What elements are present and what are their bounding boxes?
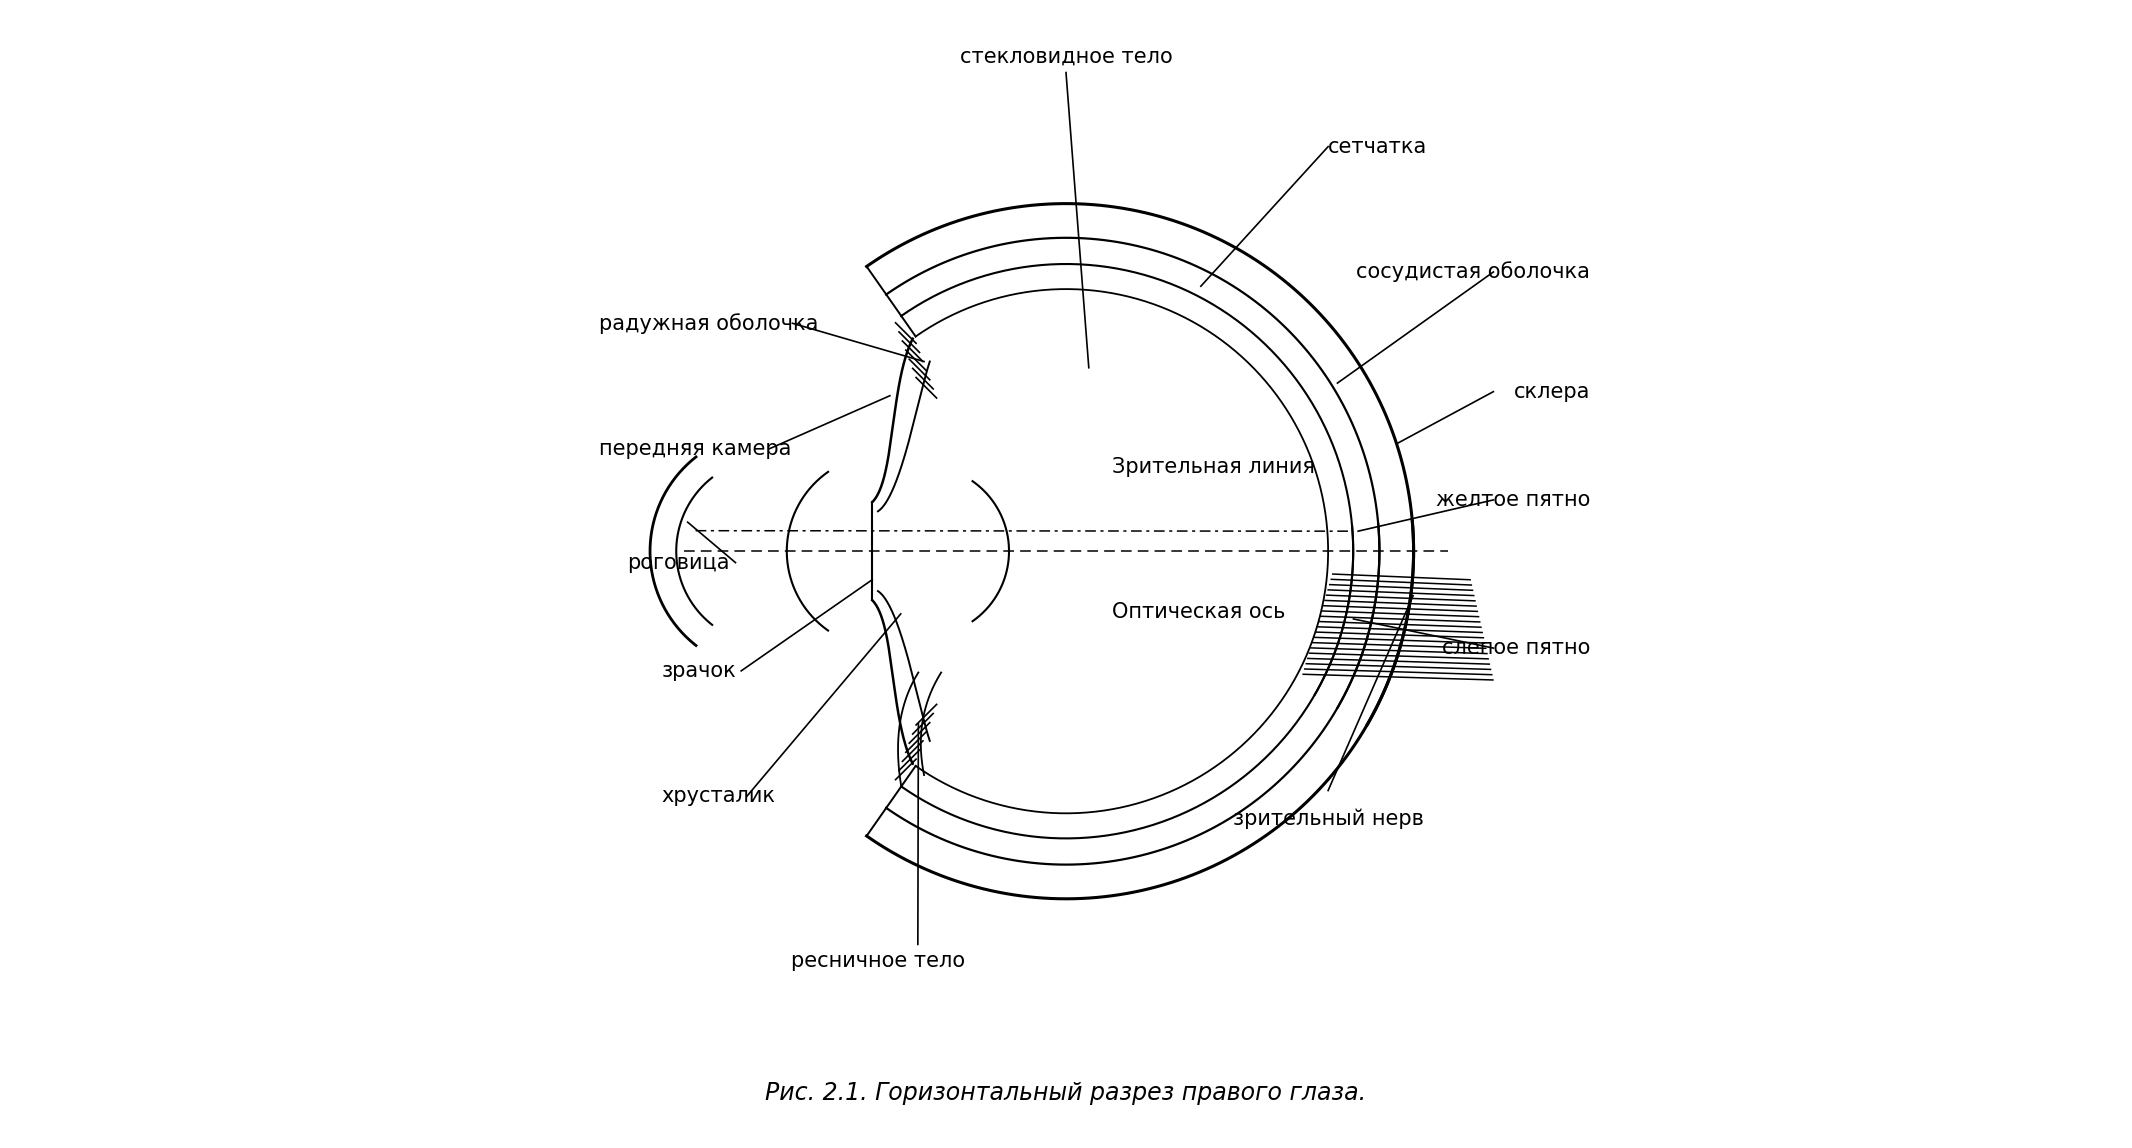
Text: желтое пятно: желтое пятно <box>1435 490 1590 510</box>
Text: слепое пятно: слепое пятно <box>1441 638 1590 658</box>
Text: хрусталик: хрусталик <box>661 786 776 806</box>
Text: стекловидное тело: стекловидное тело <box>959 47 1173 67</box>
Text: сетчатка: сетчатка <box>1328 137 1426 156</box>
Text: передняя камера: передняя камера <box>599 439 791 459</box>
Text: роговица: роговица <box>627 552 729 573</box>
Text: зрительный нерв: зрительный нерв <box>1232 809 1424 829</box>
Text: Зрительная линия: Зрительная линия <box>1111 457 1315 478</box>
Text: радужная оболочка: радужная оболочка <box>599 313 819 334</box>
Text: зрачок: зрачок <box>661 661 736 681</box>
Text: сосудистая оболочка: сосудистая оболочка <box>1356 262 1590 282</box>
Text: ресничное тело: ресничное тело <box>791 952 966 971</box>
Text: Оптическая ось: Оптическая ось <box>1111 603 1286 622</box>
Text: склера: склера <box>1514 381 1590 402</box>
Text: Рис. 2.1. Горизонтальный разрез правого глаза.: Рис. 2.1. Горизонтальный разрез правого … <box>765 1080 1367 1104</box>
